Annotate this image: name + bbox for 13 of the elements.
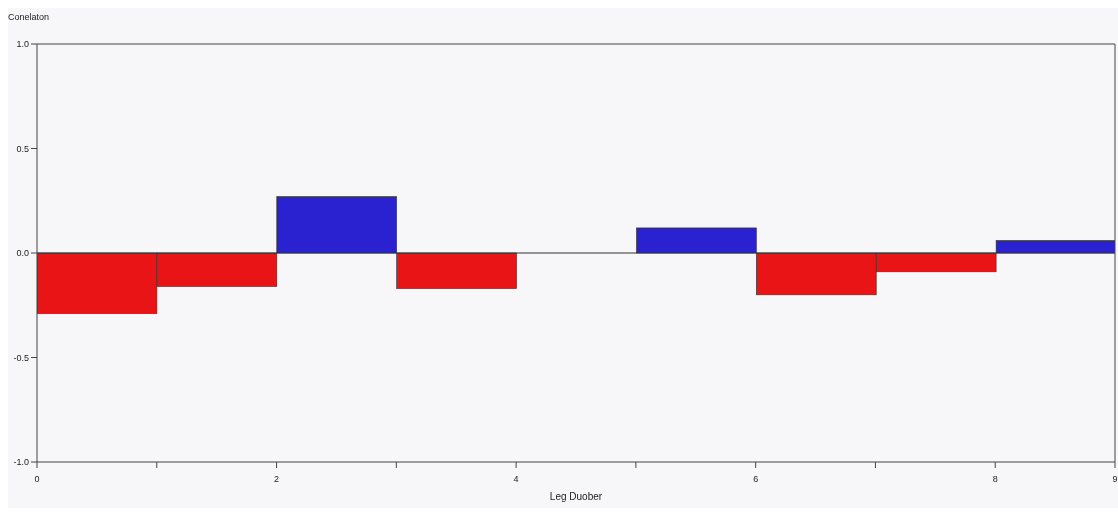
x-tick-label: 2 bbox=[274, 474, 280, 484]
y-tick-label: 0.5 bbox=[16, 143, 29, 154]
y-tick-label: -1.0 bbox=[13, 457, 29, 468]
y-tick-label: 1.0 bbox=[16, 39, 29, 50]
y-axis-title: Conelaton bbox=[8, 12, 50, 23]
y-tick-label: 0.0 bbox=[16, 248, 29, 259]
x-tick-label: 8 bbox=[992, 474, 998, 484]
x-tick-label: 4 bbox=[513, 474, 519, 484]
x-tick-label: 6 bbox=[753, 474, 759, 484]
x-tick-label: 9 bbox=[1112, 474, 1118, 484]
y-tick-label: -0.5 bbox=[13, 352, 29, 363]
x-tick-label: 0 bbox=[34, 474, 40, 484]
x-axis-title: Leg Duober bbox=[549, 491, 603, 502]
